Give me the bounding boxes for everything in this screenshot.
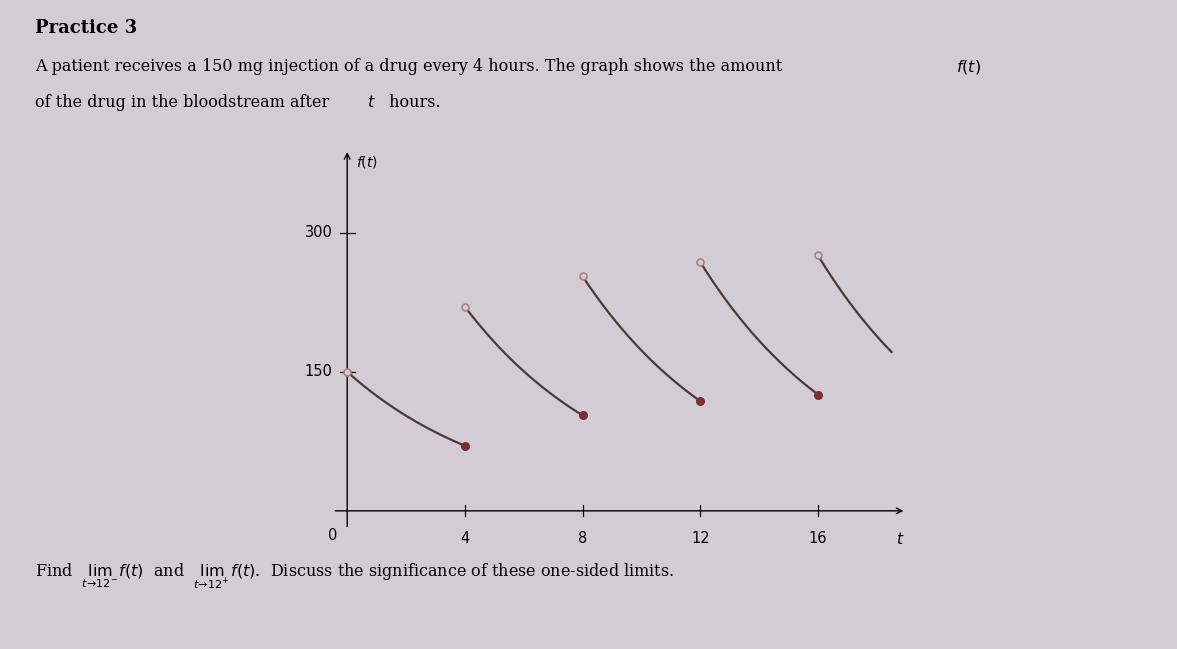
Text: Find  $\lim_{t \to 12^-} f(t)$  and  $\lim_{t \to 12^+} f(t)$.  Discuss the sign: Find $\lim_{t \to 12^-} f(t)$ and $\lim_… <box>35 561 674 591</box>
Text: 16: 16 <box>809 532 827 546</box>
Text: $t$: $t$ <box>367 94 375 111</box>
Text: 8: 8 <box>578 532 587 546</box>
Text: of the drug in the bloodstream after: of the drug in the bloodstream after <box>35 94 334 111</box>
Text: 4: 4 <box>460 532 470 546</box>
Text: Practice 3: Practice 3 <box>35 19 138 38</box>
Text: 300: 300 <box>305 225 333 240</box>
Text: $f(t)$: $f(t)$ <box>956 58 980 77</box>
Text: 150: 150 <box>305 364 333 379</box>
Text: A patient receives a 150 mg injection of a drug every 4 hours. The graph shows t: A patient receives a 150 mg injection of… <box>35 58 787 75</box>
Text: $f(t)$: $f(t)$ <box>357 154 378 170</box>
Text: $t$: $t$ <box>896 532 905 547</box>
Text: hours.: hours. <box>384 94 440 111</box>
Text: 0: 0 <box>328 528 337 543</box>
Text: 12: 12 <box>691 532 710 546</box>
